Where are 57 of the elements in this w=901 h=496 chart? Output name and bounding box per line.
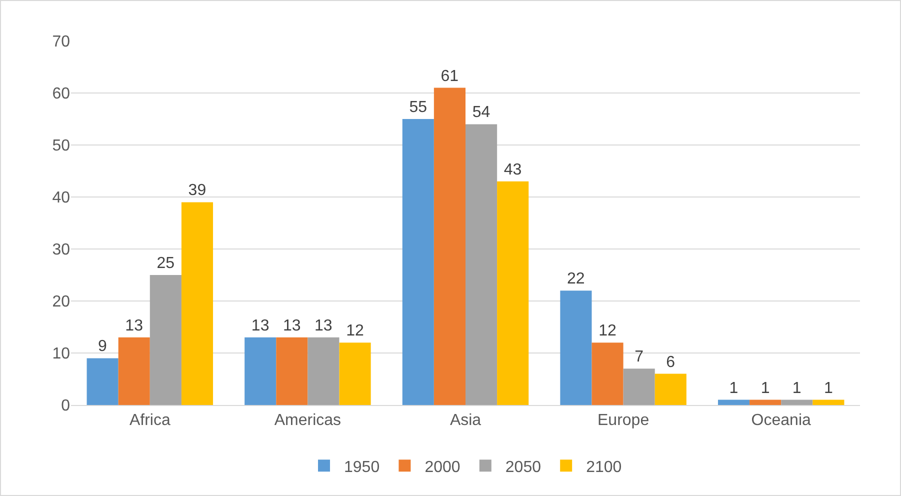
data-label: 12: [346, 322, 364, 340]
x-tick-label: Asia: [450, 412, 482, 430]
data-label: 39: [188, 182, 206, 200]
bar: [244, 337, 276, 405]
data-label: 6: [666, 354, 676, 371]
data-label: 1: [824, 380, 833, 397]
data-label: 1: [729, 380, 738, 397]
bar: [466, 124, 498, 405]
bar: [276, 337, 308, 405]
legend-label: 1950: [344, 458, 380, 476]
data-label: 1: [760, 380, 770, 397]
y-tick-label: 50: [52, 138, 70, 155]
data-label: 43: [504, 161, 522, 178]
bar: [402, 119, 434, 405]
data-label: 22: [567, 270, 585, 288]
y-tick-label: 30: [52, 242, 70, 259]
bar: [150, 275, 182, 405]
bar: [118, 337, 150, 405]
data-label: 9: [98, 338, 108, 356]
data-label: 1: [792, 380, 802, 397]
bar: [812, 400, 844, 405]
x-tick-label: Europe: [598, 412, 650, 430]
bar: [86, 358, 118, 405]
bar: [560, 290, 592, 405]
y-tick-label: 10: [52, 346, 70, 363]
data-label: 13: [125, 317, 144, 334]
legend-label: 2050: [505, 458, 542, 476]
bar: [654, 374, 686, 405]
bar: [750, 400, 782, 405]
y-tick-label: 0: [61, 398, 70, 415]
bar: [718, 400, 750, 405]
legend-label: 2000: [424, 458, 460, 476]
bar: [623, 368, 655, 405]
data-label: 54: [472, 104, 490, 122]
legend-label: 2100: [586, 458, 622, 476]
y-tick-label: 20: [52, 294, 70, 311]
y-tick-label: 70: [52, 34, 70, 51]
bar: [592, 342, 624, 405]
y-tick-label: 60: [52, 86, 70, 103]
bar: [781, 400, 813, 405]
bar: [339, 342, 371, 405]
data-label: 7: [634, 348, 644, 366]
bar: [497, 181, 529, 405]
x-tick-label: Americas: [274, 412, 342, 430]
data-label: 55: [409, 99, 428, 116]
x-tick-label: Oceania: [751, 412, 811, 430]
bar: [181, 202, 214, 405]
data-label: 12: [598, 322, 616, 340]
data-label: 13: [282, 317, 301, 334]
data-label: 13: [251, 317, 270, 334]
data-label: 13: [314, 317, 332, 334]
bar: [308, 337, 340, 405]
y-tick-label: 40: [52, 190, 70, 207]
x-tick-label: Africa: [129, 412, 170, 430]
data-label: 25: [156, 255, 175, 272]
bar: [434, 88, 466, 405]
data-label: 61: [440, 68, 459, 85]
